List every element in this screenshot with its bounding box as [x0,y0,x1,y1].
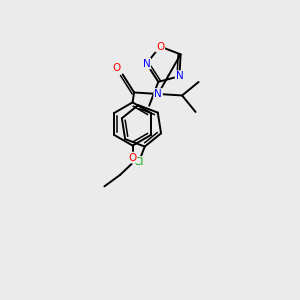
Text: N: N [142,58,150,68]
Text: N: N [176,71,183,81]
Text: O: O [156,41,164,52]
Text: Cl: Cl [134,157,144,167]
Text: N: N [154,89,162,99]
Text: O: O [112,63,120,73]
Text: O: O [128,153,137,163]
